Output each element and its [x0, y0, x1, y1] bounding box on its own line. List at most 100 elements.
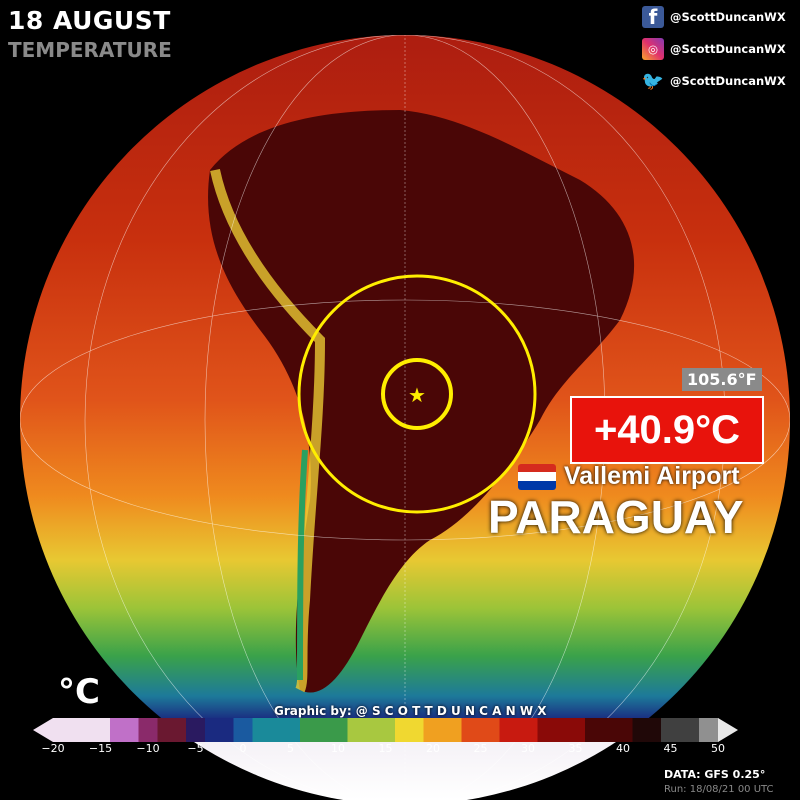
colorbar-segment	[632, 718, 643, 742]
colorbar-segment	[490, 718, 500, 742]
colorbar-segment	[214, 718, 225, 742]
colorbar-tick-label: 40	[616, 742, 630, 755]
colorbar-segment	[376, 718, 386, 742]
colorbar	[33, 718, 738, 742]
colorbar-segment	[471, 718, 481, 742]
south-america-landmass	[208, 110, 635, 693]
colorbar-segment	[243, 718, 253, 742]
colorbar-segment	[661, 718, 671, 742]
country-name: PARAGUAY	[488, 491, 744, 543]
colorbar-segment	[300, 718, 310, 742]
colorbar-segment	[205, 718, 215, 742]
colorbar-segment	[414, 718, 424, 742]
social-facebook[interactable]: f @ScottDuncanWX	[642, 5, 786, 29]
colorbar-segment	[138, 718, 149, 742]
social-twitter[interactable]: 🐦 @ScottDuncanWX	[642, 70, 786, 92]
colorbar-tick-label: −15	[88, 742, 113, 755]
colorbar-segment	[537, 718, 548, 742]
location-star-icon: ★	[408, 383, 426, 407]
twitter-icon: 🐦	[641, 70, 665, 92]
colorbar-segment	[613, 718, 624, 742]
colorbar-segment	[357, 718, 367, 742]
page-title: 18 AUGUST	[8, 6, 171, 35]
station-name: Vallemi Airport	[564, 462, 740, 490]
colorbar-segment	[642, 718, 652, 742]
colorbar-segment	[110, 718, 120, 742]
colorbar-segment	[442, 718, 453, 742]
colorbar-segment	[148, 718, 158, 742]
colorbar-segment	[186, 718, 196, 742]
colorbar-segment	[604, 718, 614, 742]
colorbar-segment	[347, 718, 358, 742]
colorbar-segment	[328, 718, 339, 742]
colorbar-segment	[385, 718, 396, 742]
colorbar-segment	[195, 718, 206, 742]
colorbar-segment	[224, 718, 234, 742]
colorbar-segment	[452, 718, 462, 742]
colorbar-segment	[461, 718, 472, 742]
colorbar-tick-label: −5	[187, 742, 204, 755]
colorbar-segment	[651, 718, 662, 742]
colorbar-segment	[366, 718, 377, 742]
graphic-credit: Graphic by: @ S C O T T D U N C A N W X	[274, 704, 547, 718]
colorbar-segment	[281, 718, 291, 742]
colorbar-segment	[252, 718, 263, 742]
colorbar-segment	[518, 718, 529, 742]
colorbar-segment	[319, 718, 329, 742]
social-handle: @ScottDuncanWX	[670, 10, 786, 24]
colorbar-segment	[585, 718, 595, 742]
colorbar-segment	[547, 718, 557, 742]
facebook-icon: f	[642, 5, 664, 29]
fahrenheit-value: 105.6°F	[682, 368, 762, 391]
social-handle: @ScottDuncanWX	[670, 74, 786, 88]
colorbar-segment	[91, 718, 101, 742]
colorbar-segment	[680, 718, 690, 742]
colorbar-tick-label: 5	[287, 742, 294, 755]
celsius-value: +40.9°C	[570, 396, 764, 464]
colorbar-segment	[699, 718, 709, 742]
colorbar-segment	[81, 718, 92, 742]
colorbar-min-extension	[33, 718, 53, 742]
colorbar-segment	[556, 718, 567, 742]
colorbar-segment	[395, 718, 405, 742]
inner-highlight-ring	[381, 358, 453, 430]
colorbar-tick-label: −20	[41, 742, 65, 755]
outer-highlight-ring	[297, 274, 537, 514]
data-source: DATA: GFS 0.25°	[664, 768, 766, 781]
colorbar-tick-label: −10	[136, 742, 160, 755]
colorbar-segment	[499, 718, 510, 742]
run-time: Run: 18/08/21 00 UTC	[664, 784, 774, 795]
social-handle: @ScottDuncanWX	[670, 42, 786, 56]
colorbar-segment	[262, 718, 272, 742]
colorbar-segment	[176, 718, 187, 742]
social-instagram[interactable]: ◎ @ScottDuncanWX	[642, 38, 786, 60]
colorbar-tick-label: 30	[521, 742, 535, 755]
colorbar-segment	[708, 718, 719, 742]
colorbar-segment	[72, 718, 82, 742]
colorbar-segment	[271, 718, 282, 742]
colorbar-segment	[62, 718, 73, 742]
colorbar-segment	[423, 718, 434, 742]
colorbar-tick-label: 10	[331, 742, 345, 755]
instagram-icon: ◎	[642, 38, 664, 60]
colorbar-segment	[480, 718, 491, 742]
station-label: Vallemi Airport	[518, 462, 740, 491]
colorbar-segment	[119, 718, 130, 742]
colorbar-tick-label: 25	[473, 742, 488, 755]
colorbar-segment	[594, 718, 605, 742]
colorbar-segment	[670, 718, 681, 742]
colorbar-segment	[233, 718, 244, 742]
colorbar-segment	[157, 718, 168, 742]
colorbar-segment	[509, 718, 519, 742]
colorbar-segment	[338, 718, 348, 742]
colorbar-segment	[100, 718, 111, 742]
colorbar-segment	[623, 718, 633, 742]
colorbar-segment	[404, 718, 415, 742]
colorbar-tick-label: 0	[239, 742, 247, 755]
colorbar-segment	[575, 718, 586, 742]
legend-unit: °C	[58, 672, 100, 712]
colorbar-tick-label: 45	[663, 742, 678, 755]
colorbar-segment	[689, 718, 700, 742]
colorbar-segment	[167, 718, 177, 742]
colorbar-segment	[528, 718, 538, 742]
